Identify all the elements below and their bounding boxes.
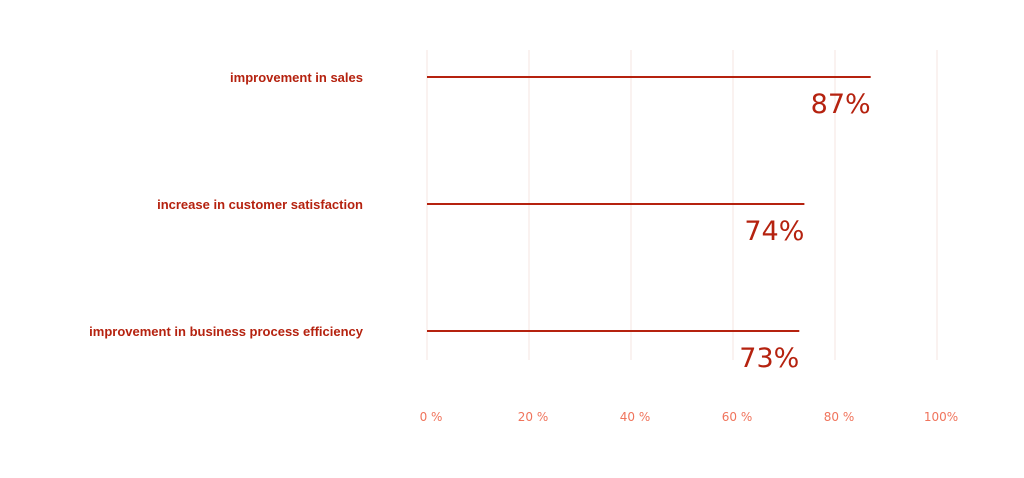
value-label: 73% (739, 343, 799, 374)
x-tick-label: 20 % (518, 410, 549, 424)
category-labels: improvement in sales increase in customer… (89, 70, 364, 339)
value-labels: 87% 74% 73% (739, 89, 870, 374)
category-label: improvement in business process efficien… (89, 324, 364, 339)
value-label: 87% (811, 89, 871, 120)
category-label: improvement in sales (230, 70, 363, 85)
x-tick-label: 80 % (824, 410, 855, 424)
value-label: 74% (744, 216, 804, 247)
x-tick-label: 60 % (722, 410, 753, 424)
x-tick-label: 40 % (620, 410, 651, 424)
x-tick-label: 0 % (420, 410, 443, 424)
bars (427, 76, 871, 332)
category-label: increase in customer satisfaction (157, 197, 363, 212)
x-tick-label: 100% (924, 410, 958, 424)
x-axis-ticks: 0 % 20 % 40 % 60 % 80 % 100% (420, 410, 959, 424)
